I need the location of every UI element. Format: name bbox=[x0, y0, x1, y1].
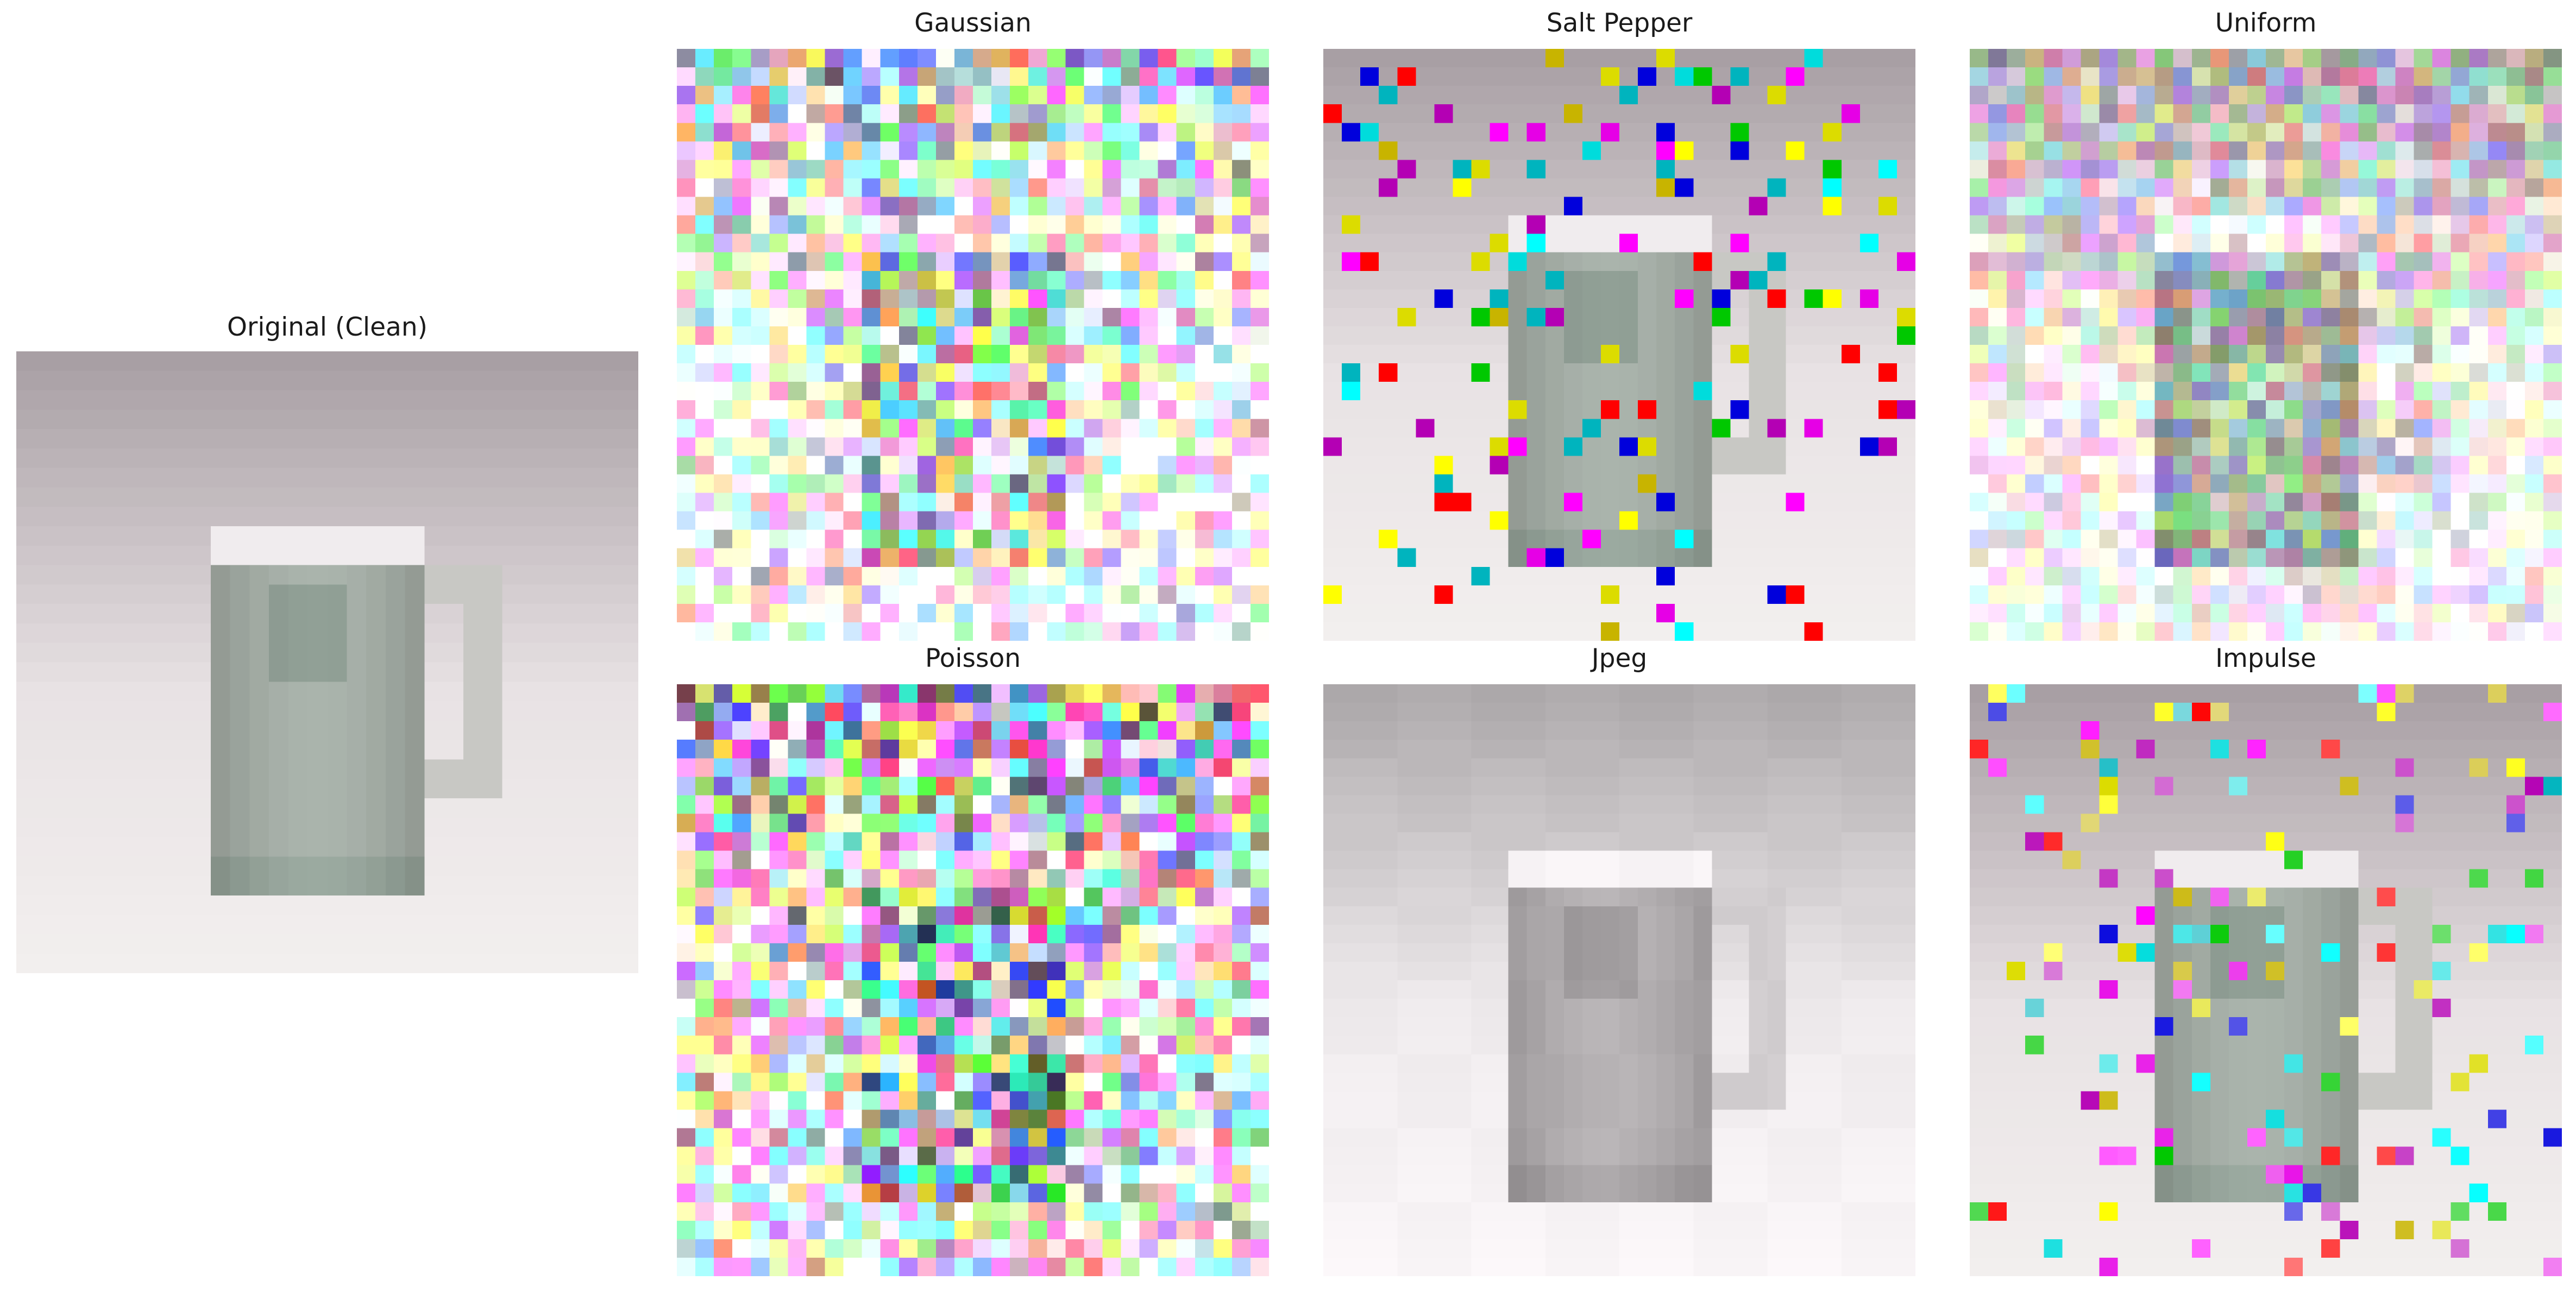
panel-title-poisson: Poisson bbox=[925, 644, 1021, 673]
mug-image-gaussian bbox=[677, 49, 1269, 641]
panel-title-jpeg: Jpeg bbox=[1591, 644, 1648, 673]
mug-image-impulse bbox=[1970, 684, 2562, 1276]
panel-jpeg: Jpeg bbox=[1323, 644, 1915, 1276]
panel-title-salt-pepper: Salt Pepper bbox=[1546, 8, 1693, 38]
panel-title-gaussian: Gaussian bbox=[914, 8, 1032, 38]
panel-gaussian: Gaussian bbox=[677, 8, 1269, 641]
mug-image-poisson bbox=[677, 684, 1269, 1276]
mug-image-uniform bbox=[1970, 49, 2562, 641]
panel-original: Original (Clean) bbox=[16, 312, 638, 975]
panel-poisson: Poisson bbox=[677, 644, 1269, 1276]
panel-title-original: Original (Clean) bbox=[227, 312, 428, 342]
panel-uniform: Uniform bbox=[1970, 8, 2562, 641]
panel-title-impulse: Impulse bbox=[2215, 644, 2316, 673]
mug-image-jpeg bbox=[1323, 684, 1915, 1276]
panel-title-uniform: Uniform bbox=[2215, 8, 2317, 38]
panel-salt-pepper: Salt Pepper bbox=[1323, 8, 1915, 641]
mug-image-original bbox=[16, 351, 638, 973]
panel-impulse: Impulse bbox=[1970, 644, 2562, 1276]
mug-image-salt-pepper bbox=[1323, 49, 1915, 641]
